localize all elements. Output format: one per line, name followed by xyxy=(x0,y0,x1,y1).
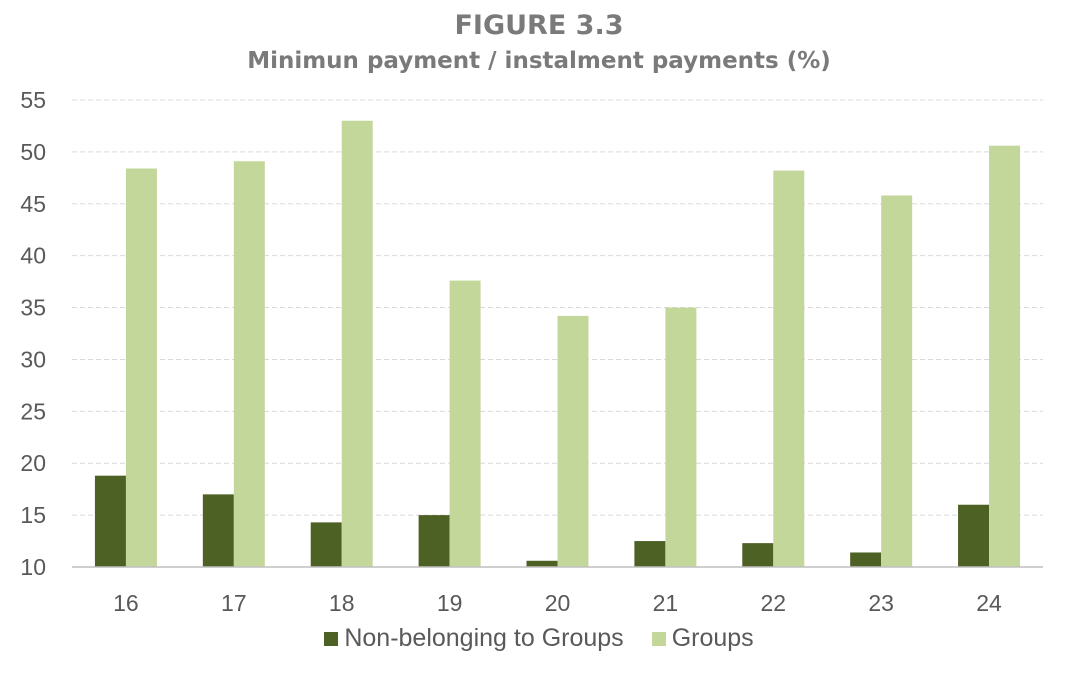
bar-non-belonging xyxy=(310,522,342,567)
bar-non-belonging xyxy=(634,541,666,567)
y-tick-label: 20 xyxy=(20,450,46,476)
y-tick-label: 25 xyxy=(20,398,46,424)
x-tick-label: 21 xyxy=(653,590,679,616)
bar-groups xyxy=(665,307,697,567)
axes: 10 15 20 25 30 35 40 45 50 55 16 17 18 19 20 21 22 23 24 xyxy=(20,87,1043,616)
legend-label-non-belonging: Non-belonging to Groups xyxy=(344,624,624,652)
bar-groups xyxy=(341,120,373,567)
legend: Non-belonging to Groups Groups xyxy=(0,624,1078,653)
legend-item-groups: Groups xyxy=(651,624,754,653)
bar-groups xyxy=(773,170,805,567)
x-tick-label: 19 xyxy=(437,590,463,616)
bar-non-belonging xyxy=(94,475,126,567)
bar-non-belonging xyxy=(418,515,450,567)
bar-groups xyxy=(989,145,1021,567)
bar-groups xyxy=(557,315,589,567)
bar-groups xyxy=(881,195,913,567)
x-tick-label: 20 xyxy=(545,590,571,616)
bar-non-belonging xyxy=(850,552,882,567)
legend-item-non-belonging: Non-belonging to Groups xyxy=(324,624,624,653)
bar-groups xyxy=(125,168,157,567)
y-tick-label: 15 xyxy=(20,502,46,528)
y-tick-label: 40 xyxy=(20,243,46,269)
x-tick-label: 23 xyxy=(868,590,894,616)
x-tick-label: 22 xyxy=(760,590,786,616)
y-tick-label: 10 xyxy=(20,554,46,580)
bar-non-belonging xyxy=(958,504,990,567)
x-tick-label: 24 xyxy=(976,590,1002,616)
bar-non-belonging xyxy=(742,543,774,567)
legend-swatch-groups xyxy=(651,631,666,646)
chart-title: FIGURE 3.3 xyxy=(454,10,624,41)
y-tick-label: 55 xyxy=(20,87,46,113)
y-tick-label: 50 xyxy=(20,139,46,165)
x-tick-label: 18 xyxy=(329,590,355,616)
x-tick-label: 16 xyxy=(113,590,139,616)
chart-subtitle: Minimun payment / instalment payments (%… xyxy=(247,48,831,74)
bar-groups xyxy=(233,161,265,567)
y-tick-label: 45 xyxy=(20,191,46,217)
x-tick-label: 17 xyxy=(221,590,247,616)
y-tick-label: 35 xyxy=(20,295,46,321)
bar-groups xyxy=(449,280,481,567)
legend-swatch-non-belonging xyxy=(324,631,339,646)
legend-label-groups: Groups xyxy=(671,624,754,652)
bars xyxy=(94,120,1021,567)
y-tick-label: 30 xyxy=(20,346,46,372)
bar-non-belonging xyxy=(202,494,234,567)
bar-non-belonging xyxy=(526,560,558,567)
